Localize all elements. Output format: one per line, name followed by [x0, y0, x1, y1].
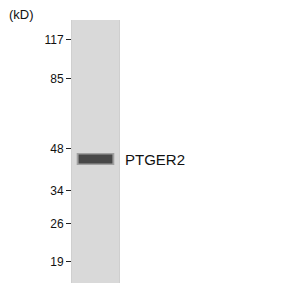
- svg-text:48: 48: [50, 142, 64, 156]
- svg-text:26: 26: [50, 217, 64, 231]
- svg-text:117: 117: [44, 33, 63, 47]
- svg-text:(kD): (kD): [9, 7, 34, 22]
- svg-text:85: 85: [50, 72, 64, 86]
- svg-text:19: 19: [50, 255, 64, 269]
- svg-text:PTGER2: PTGER2: [125, 151, 185, 168]
- svg-text:34: 34: [50, 184, 64, 198]
